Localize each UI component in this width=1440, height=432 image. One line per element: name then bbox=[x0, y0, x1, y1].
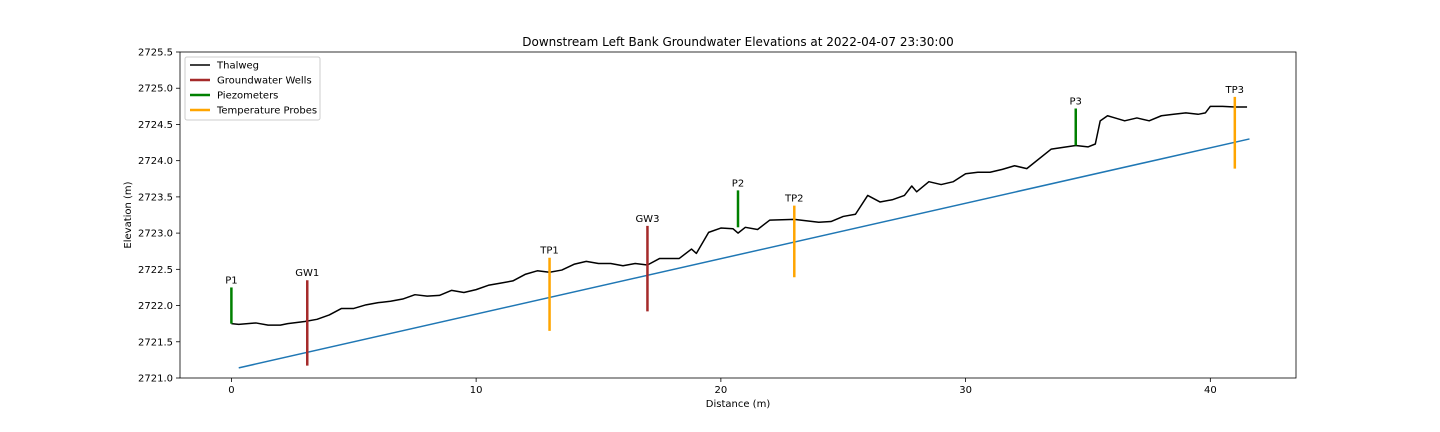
plot-frame bbox=[179, 51, 1297, 379]
x-tick-label: 0 bbox=[228, 385, 234, 396]
legend-box bbox=[184, 56, 321, 121]
temperature-probe-label-tp3: TP3 bbox=[1225, 85, 1245, 96]
y-axis-label: Elevation (m) bbox=[123, 181, 134, 248]
y-tick-label: 2722.5 bbox=[138, 265, 173, 276]
y-tick-label: 2722.0 bbox=[138, 301, 173, 312]
legend-label: Groundwater Wells bbox=[217, 76, 312, 87]
x-tick-label: 30 bbox=[959, 385, 972, 396]
y-tick-label: 2725.5 bbox=[138, 48, 173, 59]
x-tick-label: 10 bbox=[470, 385, 483, 396]
y-axis-ticks: 2721.0 2721.5 2722.0 2722.5 2723.0 2723.5 2724… bbox=[138, 48, 180, 385]
x-tick-label: 20 bbox=[715, 385, 728, 396]
well-label-gw3: GW3 bbox=[635, 214, 659, 225]
piezometer-label-p1: P1 bbox=[225, 275, 237, 286]
well-label-gw1: GW1 bbox=[295, 268, 319, 279]
y-tick-label: 2724.5 bbox=[138, 120, 173, 131]
chart-title: Downstream Left Bank Groundwater Elevati… bbox=[522, 35, 953, 49]
x-tick-label: 40 bbox=[1204, 385, 1217, 396]
y-tick-label: 2723.5 bbox=[138, 192, 173, 203]
marks-layer: GW1 GW3 P1 P2 P3 TP1 TP2 TP3 bbox=[225, 85, 1250, 369]
groundwater-elevation-line bbox=[238, 138, 1250, 369]
y-tick-label: 2725.0 bbox=[138, 84, 173, 95]
thalweg-line bbox=[231, 105, 1248, 326]
piezometer-label-p3: P3 bbox=[1070, 97, 1082, 108]
y-tick-label: 2721.5 bbox=[138, 337, 173, 348]
temperature-probe-label-tp1: TP1 bbox=[539, 246, 559, 257]
legend-label: Temperature Probes bbox=[216, 106, 317, 117]
legend-label: Piezometers bbox=[217, 91, 278, 102]
x-axis-label: Distance (m) bbox=[706, 399, 771, 410]
legend-label: Thalweg bbox=[216, 61, 259, 72]
legend: Thalweg Groundwater Wells Piezometers Tempe… bbox=[184, 56, 321, 121]
x-axis-ticks: 0 10 20 30 40 bbox=[228, 378, 1217, 396]
temperature-probe-label-tp2: TP2 bbox=[784, 194, 804, 205]
y-tick-label: 2723.0 bbox=[138, 229, 173, 240]
piezometer-label-p2: P2 bbox=[732, 178, 744, 189]
y-tick-label: 2721.0 bbox=[138, 374, 173, 385]
y-tick-label: 2724.0 bbox=[138, 156, 173, 167]
